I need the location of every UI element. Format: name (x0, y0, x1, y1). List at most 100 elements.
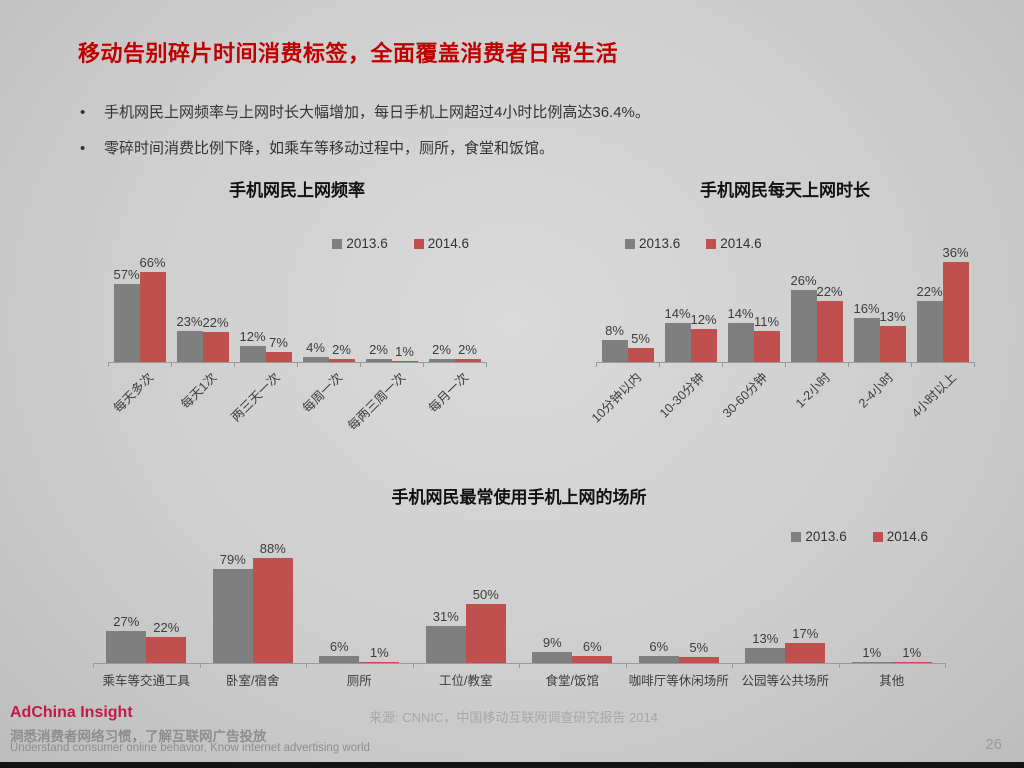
x-axis-label: 公园等公共场所 (741, 674, 829, 688)
legend-label: 2014.6 (720, 236, 762, 251)
bar (745, 647, 786, 663)
slide-title: 移动告别碎片时间消费标签，全面覆盖消费者日常生活 (78, 41, 619, 66)
x-axis-tick (848, 362, 849, 367)
legend-item: 2013.6 (332, 236, 388, 251)
bar-value-label: 2% (369, 342, 388, 358)
x-axis-tick (945, 663, 946, 668)
chart-title: 手机网民每天上网时长 (700, 181, 870, 200)
bar-column: 27% (106, 550, 147, 663)
bar-value-label: 1% (395, 343, 414, 359)
bar-group: 2% 2% (423, 251, 486, 362)
x-axis-label: 2-4小时 (855, 370, 897, 411)
chart-usage-locations: 手机网民最常使用手机上网的场所 2013.6 2014.6 27% 22% 79% 88% 6… (93, 483, 946, 689)
legend-swatch (872, 531, 883, 542)
bar (265, 352, 292, 362)
bottom-bar (0, 762, 1024, 768)
x-axis-label: 咖啡厅等休闲场所 (628, 674, 729, 688)
brand-tagline-en: Understand consumer online behavior, Kno… (10, 742, 370, 754)
legend: 2013.6 2014.6 (108, 236, 486, 251)
x-axis-label: 每两三周一次 (345, 370, 409, 434)
bar (853, 317, 880, 362)
plot-area: 27% 22% 79% 88% 6% 1% 31% 50% 9% 6% 6% 5% 13% 17% 1% 1% (93, 542, 946, 668)
bar-value-label: 31% (432, 609, 459, 625)
bar (176, 330, 203, 362)
bar-value-label: 14% (727, 306, 754, 322)
x-axis-tick (234, 362, 235, 367)
bar-column: 1% (851, 550, 892, 663)
bar-group: 26% 22% (785, 251, 848, 362)
bar-value-label: 26% (790, 272, 817, 288)
legend-swatch (413, 238, 424, 249)
bar-column: 2% (428, 251, 455, 362)
bar (572, 655, 613, 663)
x-axis-tick (306, 663, 307, 668)
bar (113, 284, 140, 362)
bar-group: 22% 36% (911, 246, 974, 362)
bar-value-label: 2% (432, 342, 451, 358)
bar-column: 14% (727, 251, 754, 362)
bar-group: 6% 1% (306, 550, 413, 663)
brand-logo: AdChina Insight (10, 704, 133, 721)
plot-area: 8% 5% 14% 12% 14% 11% 26% 22% 16% 13% 22% 36% (596, 246, 975, 367)
x-axis-label: 30-60分钟 (720, 370, 771, 421)
bar-value-label: 57% (113, 267, 140, 283)
bar-value-label: 50% (472, 586, 499, 602)
bar-group: 12% 7% (234, 251, 297, 362)
x-axis-label: 每周一次 (299, 370, 346, 416)
bar (851, 661, 892, 663)
x-axis-tick (171, 362, 172, 367)
bar (916, 300, 943, 362)
bar-column: 79% (212, 550, 253, 663)
source-note: 来源: CNNIC，中国移动互联网调查研究报告 2014 (369, 710, 658, 725)
bullet-list: 手机网民上网频率与上网时长大幅增加，每日手机上网超过4小时比例高达36.4%。 … (78, 104, 838, 176)
bar-value-label: 23% (176, 313, 203, 329)
x-axis-label: 4小时以上 (909, 370, 960, 421)
bar-group: 31% 50% (413, 550, 520, 663)
legend-item: 2013.6 (625, 236, 680, 251)
bar-value-label: 5% (689, 640, 709, 656)
bar-column: 11% (753, 251, 780, 362)
bar (146, 636, 187, 663)
bullet-item: 手机网民上网频率与上网时长大幅增加，每日手机上网超过4小时比例高达36.4%。 (78, 104, 838, 122)
x-axis-label: 每月一次 (425, 370, 472, 416)
bar-group: 4% 2% (297, 251, 360, 362)
bar-column: 14% (664, 251, 691, 362)
chart-title: 手机网民上网频率 (229, 181, 365, 200)
x-axis-tick (625, 663, 627, 668)
bar (627, 348, 654, 362)
legend-item: 2014.6 (706, 236, 762, 251)
bar-column: 22% (146, 550, 187, 663)
x-axis-label: 其他 (879, 674, 905, 688)
legend-item: 2013.6 (791, 529, 847, 544)
chart-internet-frequency: 手机网民上网频率 2013.6 2014.6 57% 66% 23% 22% 12% 7% 4% 2… (108, 176, 487, 433)
x-axis-tick (911, 362, 912, 367)
bar (532, 652, 573, 663)
bar-column: 4% (302, 251, 329, 362)
x-axis-label: 10分钟以内 (589, 370, 645, 426)
x-axis-tick (108, 362, 109, 367)
bar (727, 323, 754, 362)
bar (664, 323, 691, 362)
bar-column: 31% (425, 550, 466, 663)
bar (319, 655, 360, 663)
bar (252, 558, 293, 663)
bar-value-label: 27% (113, 613, 140, 629)
bar-value-label: 6% (582, 638, 602, 654)
bar (942, 261, 969, 362)
x-axis-tick (659, 362, 660, 367)
x-axis-label: 厕所 (346, 674, 372, 688)
bar-group: 23% 22% (171, 251, 234, 362)
legend-label: 2013.6 (346, 236, 388, 251)
x-axis-label: 食堂/饭馆 (545, 674, 599, 688)
bar-group: 13% 17% (732, 550, 839, 663)
bar-value-label: 66% (139, 255, 166, 271)
x-axis-label: 每天1次 (177, 370, 220, 412)
bar-column: 12% (239, 251, 266, 362)
bar-value-label: 14% (664, 306, 691, 322)
x-axis-label: 1-2小时 (792, 370, 834, 411)
bar (891, 661, 932, 663)
bar (454, 359, 481, 362)
bar-column: 2% (328, 251, 355, 362)
x-axis-tick (486, 362, 487, 367)
x-axis-label: 乘车等交通工具 (102, 674, 190, 688)
